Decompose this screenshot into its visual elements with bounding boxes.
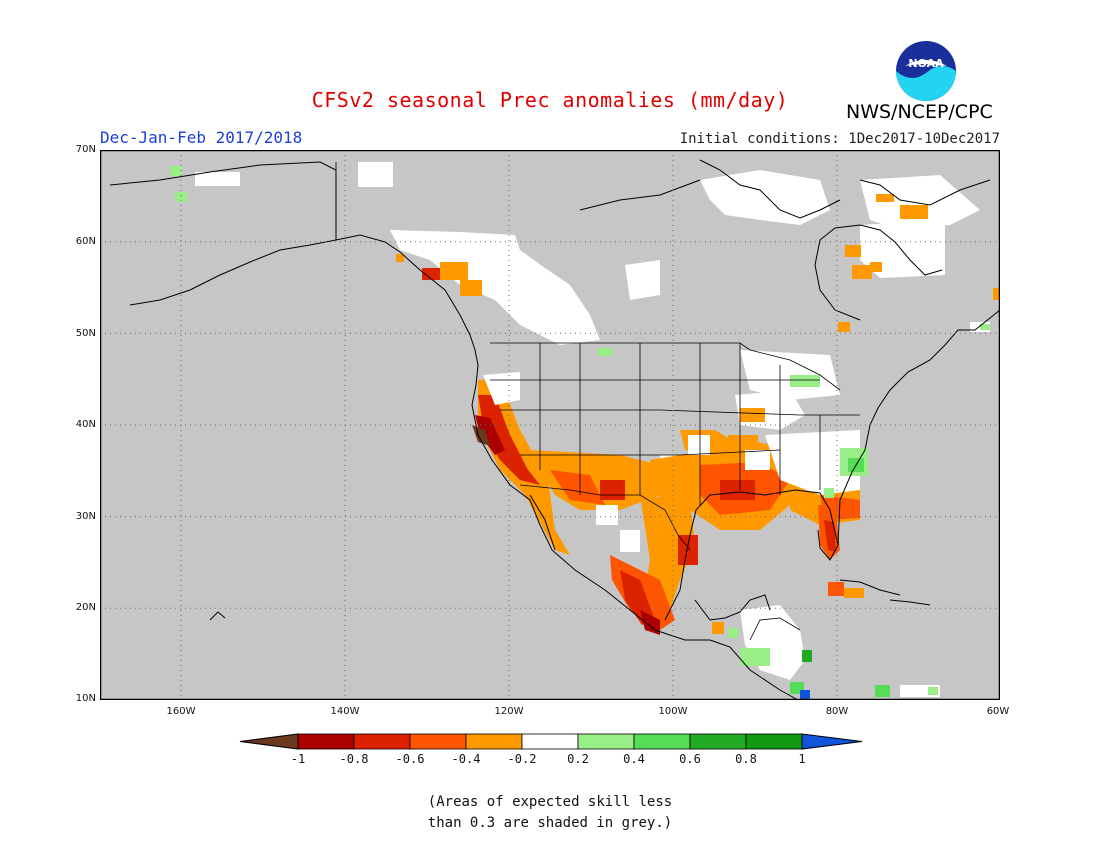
lat-label-40n: 40N	[75, 419, 96, 430]
colorbar-cell	[633, 733, 691, 750]
anomaly-cell	[688, 435, 710, 455]
colorbar-tick-label: 0.2	[567, 752, 589, 766]
colorbar: -1 -0.8 -0.6 -0.4 -0.2 0.2 0.4 0.6 0.8 1	[239, 733, 863, 766]
anomaly-cell	[712, 622, 724, 634]
anomaly-cell	[195, 172, 240, 186]
anomaly-map	[100, 150, 1000, 700]
lat-label-70n: 70N	[75, 144, 96, 155]
lon-label-80w: 80W	[825, 706, 849, 717]
anomaly-cell	[828, 582, 844, 596]
colorbar-cell	[409, 733, 467, 750]
noaa-logo: NOAA	[896, 41, 956, 101]
anomaly-cell	[358, 162, 393, 187]
coastlines	[109, 159, 1000, 700]
anomaly-cell	[980, 324, 990, 330]
map-frame	[100, 150, 1000, 700]
colorbar-cell	[521, 733, 579, 750]
lat-label-30n: 30N	[75, 511, 96, 522]
political-borders	[335, 162, 860, 641]
anomaly-cell	[852, 265, 872, 279]
anomaly-region-darkred	[475, 415, 505, 455]
anomaly-cell	[993, 288, 1000, 300]
colorbar-cell	[745, 733, 803, 750]
footnote-line-2: than 0.3 are shaded in grey.)	[427, 815, 673, 831]
colorbar-labels: -1 -0.8 -0.6 -0.4 -0.2 0.2 0.4 0.6 0.8 1	[291, 752, 806, 766]
skill-footnote: (Areas of expected skill less than 0.3 a…	[0, 792, 1100, 834]
colorbar-tick-label: 0.4	[623, 752, 645, 766]
anomaly-cell	[396, 254, 404, 262]
anomaly-cell	[596, 505, 618, 525]
colorbar-cell	[465, 733, 523, 750]
anomaly-region-white	[860, 175, 980, 230]
season-label: Dec-Jan-Feb 2017/2018	[100, 128, 303, 147]
colorbar-tick-label: -0.2	[508, 752, 537, 766]
graticule	[100, 150, 1000, 700]
colorbar-tick-label: -0.4	[452, 752, 481, 766]
lat-label-60n: 60N	[75, 236, 96, 247]
colorbar-arrow-low	[239, 733, 299, 750]
colorbar-cell	[577, 733, 635, 750]
anomaly-region-red	[620, 570, 655, 625]
anomaly-cell	[800, 690, 810, 700]
anomaly-cell	[876, 194, 894, 202]
lon-label-120w: 120W	[494, 706, 524, 717]
anomaly-cell	[928, 687, 938, 695]
anomaly-cell	[740, 648, 770, 666]
colorbar-cells	[239, 733, 863, 750]
initial-conditions-label: Initial conditions: 1Dec2017-10Dec2017	[679, 131, 1000, 147]
anomaly-cell	[740, 408, 765, 422]
anomaly-cell	[745, 450, 770, 470]
anomaly-cell	[620, 530, 640, 552]
lon-label-140w: 140W	[330, 706, 360, 717]
colorbar-tick-label: 0.8	[735, 752, 757, 766]
anomaly-region-white	[625, 260, 660, 300]
lat-label-20n: 20N	[75, 602, 96, 613]
anomaly-cell	[460, 280, 482, 296]
anomaly-region-brown	[472, 425, 490, 446]
lon-label-100w: 100W	[658, 706, 688, 717]
anomaly-region-red	[600, 480, 625, 500]
anomaly-cell	[824, 488, 834, 498]
anomaly-cell	[175, 192, 187, 202]
anomaly-cell	[678, 535, 698, 565]
colorbar-tick-label: -1	[291, 752, 305, 766]
anomaly-cell	[870, 262, 882, 272]
colorbar-arrow-high	[801, 733, 863, 750]
anomaly-cell	[844, 588, 864, 598]
anomaly-region-white	[765, 430, 860, 495]
anomaly-region-red	[720, 480, 755, 500]
anomaly-region-orangered	[550, 470, 605, 505]
anomaly-cell	[838, 322, 850, 332]
colorbar-tick-label: -0.6	[396, 752, 425, 766]
anomaly-region-white	[390, 230, 600, 345]
anomaly-region-red	[824, 520, 836, 552]
anomaly-cell	[440, 262, 468, 280]
anomaly-region-darkred	[640, 610, 660, 635]
anomaly-cell	[875, 685, 890, 697]
footnote-line-1: (Areas of expected skill less	[427, 794, 673, 810]
lat-label-10n: 10N	[75, 693, 96, 704]
colorbar-cell	[689, 733, 747, 750]
anomaly-cell	[900, 205, 928, 219]
colorbar-cell	[353, 733, 411, 750]
chart-title: CFSv2 seasonal Prec anomalies (mm/day)	[311, 88, 789, 112]
anomaly-cell	[728, 435, 758, 447]
lat-label-50n: 50N	[75, 328, 96, 339]
anomaly-cell	[598, 348, 612, 356]
anomaly-cell	[422, 268, 440, 280]
colorbar-tick-label: -0.8	[340, 752, 369, 766]
agency-label: NWS/NCEP/CPC	[846, 101, 993, 123]
anomaly-region-white	[700, 170, 830, 225]
lon-label-60w: 60W	[986, 706, 1010, 717]
anomaly-cell	[728, 628, 738, 638]
colorbar-tick-label: 1	[798, 752, 805, 766]
noaa-logo-text: NOAA	[908, 57, 944, 70]
colorbar-cell	[297, 733, 355, 750]
anomaly-cell	[802, 650, 812, 662]
anomaly-cell	[845, 245, 861, 257]
anomaly-cell	[790, 375, 820, 387]
anomaly-cell	[170, 166, 182, 176]
colorbar-tick-label: 0.6	[679, 752, 701, 766]
lon-label-160w: 160W	[166, 706, 196, 717]
